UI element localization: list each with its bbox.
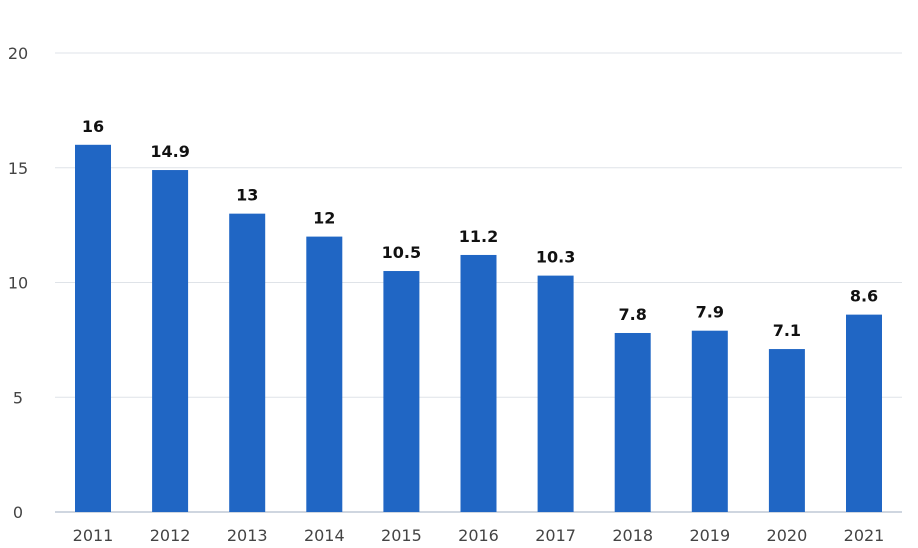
bars <box>75 144 882 513</box>
y-tick-label: 0 <box>13 503 23 522</box>
bar-2021[interactable] <box>846 314 882 512</box>
x-tick-label-2020: 2020 <box>767 526 808 545</box>
x-tick-label-2011: 2011 <box>73 526 114 545</box>
data-label-2019: 7.9 <box>696 303 724 322</box>
data-label-2016: 11.2 <box>459 227 498 246</box>
data-label-2013: 13 <box>236 186 258 205</box>
data-label-2012: 14.9 <box>150 142 189 161</box>
bar-2012[interactable] <box>152 170 189 513</box>
x-tick-label-2021: 2021 <box>844 526 885 545</box>
y-tick-label: 10 <box>8 274 28 293</box>
y-axis-ticks: 0 5 10 15 20 <box>8 44 28 522</box>
x-tick-label-2017: 2017 <box>535 526 576 545</box>
y-tick-label: 20 <box>8 44 28 63</box>
x-tick-label-2019: 2019 <box>689 526 730 545</box>
data-label-2020: 7.1 <box>773 321 801 340</box>
data-label-2017: 10.3 <box>536 248 575 267</box>
x-tick-label-2012: 2012 <box>150 526 191 545</box>
bar-2013[interactable] <box>229 213 266 512</box>
y-tick-label: 15 <box>8 159 28 178</box>
bar-2020[interactable] <box>768 349 805 512</box>
data-label-2011: 16 <box>82 117 104 136</box>
x-tick-label-2018: 2018 <box>612 526 653 545</box>
x-tick-label-2015: 2015 <box>381 526 422 545</box>
bar-2018[interactable] <box>614 332 651 512</box>
bar-2014[interactable] <box>306 236 343 512</box>
data-label-2014: 12 <box>313 209 335 228</box>
data-label-2015: 10.5 <box>382 243 421 262</box>
bar-2015[interactable] <box>383 271 420 512</box>
data-labels: 16 14.9 13 12 10.5 11.2 10.3 7.8 7.9 7.1 8.6 <box>82 117 878 340</box>
y-tick-label: 5 <box>13 388 23 407</box>
x-tick-label-2013: 2013 <box>227 526 268 545</box>
x-tick-label-2016: 2016 <box>458 526 499 545</box>
data-label-2021: 8.6 <box>850 287 878 306</box>
data-label-2018: 7.8 <box>619 305 647 324</box>
bar-2011[interactable] <box>75 144 111 513</box>
bar-2017[interactable] <box>537 275 574 512</box>
x-tick-label-2014: 2014 <box>304 526 345 545</box>
bar-2019[interactable] <box>691 330 728 512</box>
bar-2016[interactable] <box>460 254 497 512</box>
x-axis-ticks: 2011 2012 2013 2014 2015 2016 2017 2018 2019 2020… <box>73 526 885 545</box>
